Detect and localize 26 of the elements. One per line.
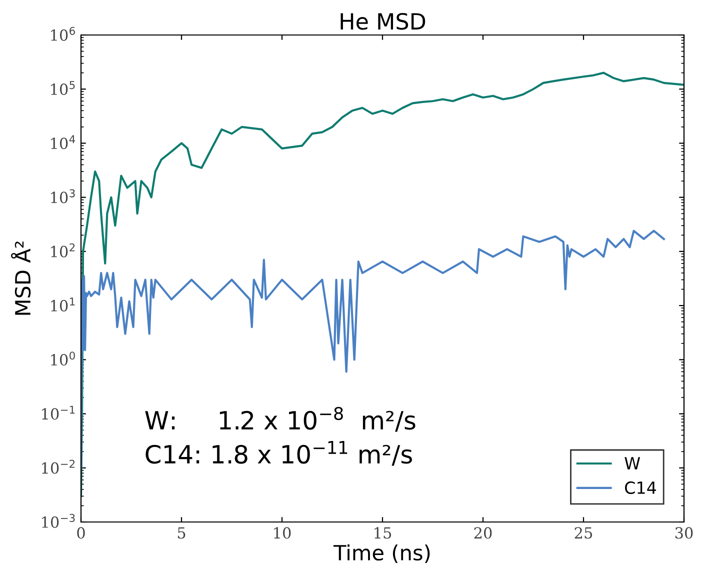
y-axis-title: MSD Å²	[11, 242, 31, 315]
y-tick-label: 10$^{−2}$	[42, 460, 75, 474]
y-tick-label: 10$^{1}$	[51, 298, 75, 312]
x-axis-title: Time (ns)	[333, 544, 430, 563]
y-tick-label: 10$^{2}$	[51, 243, 75, 258]
x-tick-label: 10	[274, 527, 291, 539]
chart-title: He MSD	[340, 12, 426, 30]
x-tick-label: 20	[474, 527, 492, 539]
annotation: C14: 1.8 x 10$^{−11}$ m²/s	[146, 441, 412, 466]
x-tick-label: 15	[374, 527, 392, 539]
x-tick-label: 5	[178, 527, 186, 539]
y-tick-label: 10$^{5}$	[51, 81, 75, 96]
x-tick-label: 25	[574, 527, 592, 539]
annotation: W: 1.2 x 10$^{−8}$ m²/s	[145, 406, 416, 432]
y-tick-label: 10$^{4}$	[51, 135, 76, 150]
y-tick-label: 10$^{6}$	[51, 26, 75, 41]
y-tick-label: 10$^{−3}$	[42, 514, 75, 528]
line-series	[81, 230, 665, 469]
line-series	[81, 72, 684, 498]
legend-label: W	[624, 457, 640, 470]
y-tick-label: 10$^{0}$	[51, 352, 75, 366]
y-tick-label: 10$^{3}$	[51, 189, 75, 204]
y-tick-label: 10$^{−1}$	[42, 406, 75, 420]
legend-label: C14	[625, 481, 656, 494]
x-tick-label: 30	[675, 527, 693, 539]
x-tick-label: 0	[77, 527, 85, 539]
